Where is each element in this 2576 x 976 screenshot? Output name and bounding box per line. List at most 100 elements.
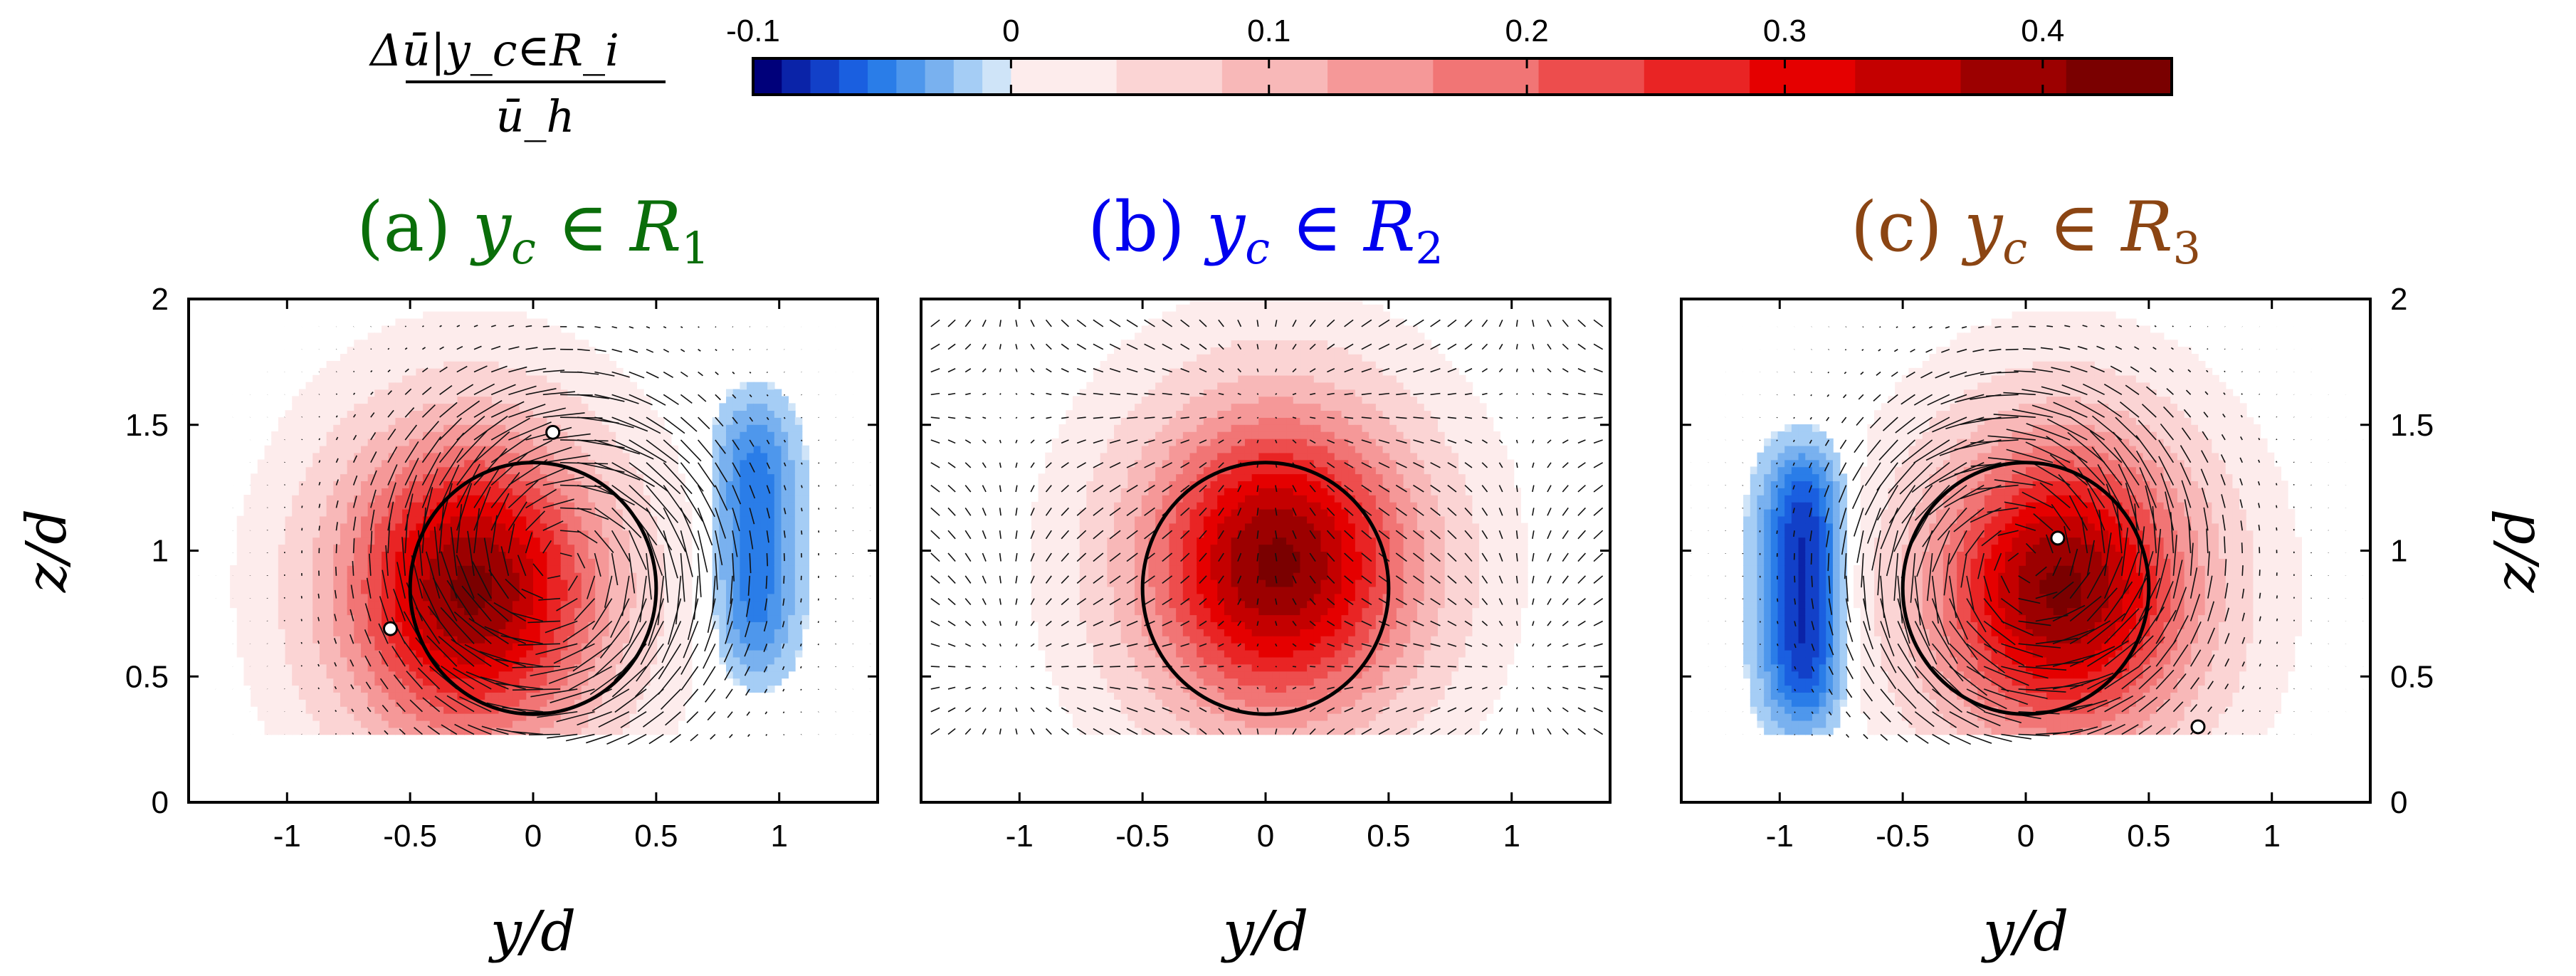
heatmap-cell: [726, 445, 734, 453]
heatmap-cell: [409, 473, 417, 482]
heatmap-cell: [457, 720, 465, 728]
velocity-arrow: [508, 346, 520, 350]
heatmap-cell: [774, 678, 782, 686]
heatmap-cell: [305, 431, 314, 439]
heatmap-cell: [581, 586, 589, 594]
heatmap-cell: [312, 537, 320, 545]
heatmap-cell: [1045, 508, 1053, 517]
heatmap-cell: [1045, 544, 1053, 552]
velocity-arrow: [335, 733, 337, 735]
heatmap-cell: [719, 452, 727, 461]
heatmap-cell: [450, 558, 458, 566]
heatmap-cell: [719, 593, 727, 602]
heatmap-cell: [347, 473, 355, 482]
heatmap-cell: [554, 607, 562, 616]
colorbar-segment: [925, 58, 955, 95]
heatmap-cell: [319, 508, 327, 517]
heatmap-cell: [519, 508, 527, 517]
heatmap-cell: [361, 445, 369, 453]
heatmap-cell: [409, 332, 417, 341]
heatmap-cell: [560, 692, 569, 700]
heatmap-cell: [609, 438, 616, 446]
heatmap-cell: [278, 495, 286, 503]
heatmap-cell: [595, 600, 603, 609]
velocity-arrow: [683, 621, 699, 658]
heatmap-cell: [622, 614, 631, 622]
heatmap-cell: [361, 488, 369, 495]
heatmap-cell: [271, 614, 279, 622]
heatmap-cell: [609, 607, 616, 616]
heatmap-cell: [340, 403, 348, 411]
heatmap-cell: [361, 720, 369, 728]
heatmap-cell: [657, 727, 665, 735]
velocity-arrow: [461, 585, 492, 621]
heatmap-cell: [567, 501, 575, 510]
heatmap-cell: [760, 635, 768, 644]
heatmap-cell: [609, 445, 616, 453]
heatmap-cell: [464, 558, 472, 566]
heatmap-cell: [560, 629, 569, 636]
heatmap-cell: [581, 501, 589, 510]
velocity-arrow: [387, 482, 396, 508]
heatmap-cell: [457, 438, 465, 446]
heatmap-cell: [526, 354, 534, 362]
heatmap-cell: [491, 642, 500, 651]
heatmap-cell: [505, 318, 513, 327]
heatmap-cell: [547, 396, 554, 404]
velocity-arrow: [715, 508, 727, 539]
heatmap-cell: [285, 452, 293, 461]
heatmap-cell: [643, 614, 651, 622]
heatmap-cell: [367, 671, 376, 679]
heatmap-cell: [540, 424, 548, 432]
heatmap-cell: [581, 678, 589, 686]
velocity-arrow: [782, 644, 785, 649]
heatmap-cell: [663, 551, 672, 559]
heatmap-cell: [554, 579, 562, 587]
velocity-arrow: [766, 462, 771, 469]
velocity-arrow: [680, 439, 702, 462]
heatmap-cell: [312, 699, 320, 707]
heatmap-cell: [505, 663, 513, 672]
heatmap-cell: [567, 565, 575, 573]
heatmap-cell: [285, 685, 293, 693]
heatmap-cell: [581, 685, 589, 693]
heatmap-cell: [616, 544, 624, 552]
heatmap-cell: [554, 656, 562, 665]
heatmap-cell: [326, 445, 335, 453]
heatmap-cell: [395, 586, 403, 594]
heatmap-cell: [257, 649, 266, 658]
heatmap-cell: [347, 692, 355, 700]
heatmap-cell: [354, 452, 362, 461]
heatmap-cell: [436, 488, 444, 495]
heatmap-cell: [251, 621, 258, 629]
heatmap-cell: [450, 424, 458, 432]
heatmap-cell: [801, 621, 809, 629]
heatmap-cell: [395, 530, 403, 538]
heatmap-cell: [326, 367, 335, 376]
heatmap-cell: [663, 685, 672, 693]
heatmap-cell: [409, 360, 417, 369]
heatmap-cell: [312, 544, 320, 552]
heatmap-cell: [340, 508, 348, 517]
heatmap-cell: [526, 558, 534, 566]
heatmap-cell: [519, 332, 527, 341]
heatmap-cell: [278, 481, 286, 488]
heatmap-cell: [491, 586, 500, 594]
heatmap-cell: [616, 473, 624, 482]
heatmap-cell: [251, 579, 258, 587]
heatmap-cell: [788, 544, 796, 552]
heatmap-cell: [319, 586, 327, 594]
x-tick-label: 0.5: [634, 819, 678, 854]
heatmap-cell: [663, 466, 672, 475]
heatmap-cell: [305, 663, 314, 672]
heatmap-cell: [436, 452, 444, 461]
heatmap-cell: [650, 523, 658, 531]
heatmap-cell: [505, 445, 513, 453]
heatmap-cell: [505, 649, 513, 658]
heatmap-cell: [354, 699, 362, 707]
heatmap-cell: [498, 607, 507, 616]
heatmap-cell: [747, 649, 755, 658]
heatmap-cell: [333, 495, 341, 503]
heatmap-cell: [478, 692, 486, 700]
heatmap-cell: [574, 544, 582, 552]
